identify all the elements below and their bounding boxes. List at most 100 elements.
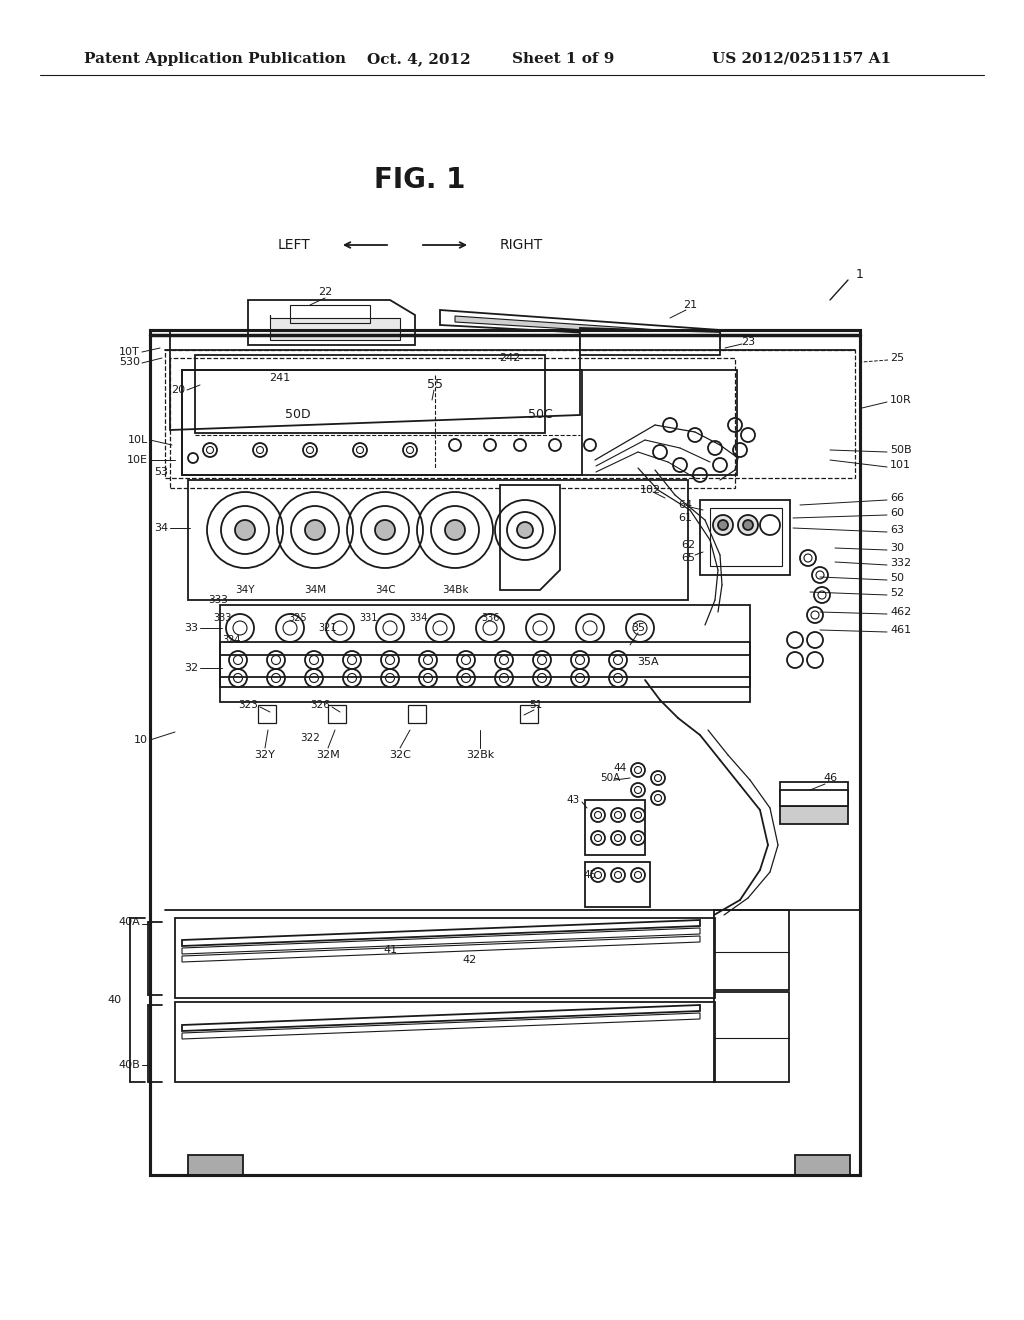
Text: 30: 30	[890, 543, 904, 553]
Text: 35A: 35A	[637, 657, 658, 667]
Text: 60: 60	[890, 508, 904, 517]
Text: 334: 334	[409, 612, 427, 623]
Text: 65: 65	[681, 553, 695, 564]
Text: 10: 10	[134, 735, 148, 744]
Text: 20: 20	[171, 385, 185, 395]
Text: 34M: 34M	[304, 585, 326, 595]
Text: 34Bk: 34Bk	[441, 585, 468, 595]
Text: Oct. 4, 2012: Oct. 4, 2012	[367, 51, 470, 66]
Text: 40A: 40A	[118, 917, 140, 927]
Polygon shape	[248, 300, 415, 345]
Text: 461: 461	[890, 624, 911, 635]
Text: 41: 41	[383, 945, 397, 954]
Text: 22: 22	[317, 286, 332, 297]
Text: US 2012/0251157 A1: US 2012/0251157 A1	[712, 51, 891, 66]
Text: 241: 241	[269, 374, 291, 383]
Text: 242: 242	[500, 352, 520, 363]
Bar	[195, 355, 545, 433]
Circle shape	[713, 515, 733, 535]
Text: 32M: 32M	[316, 750, 340, 760]
Text: FIG. 1: FIG. 1	[375, 166, 466, 194]
Polygon shape	[580, 327, 720, 355]
Text: 34C: 34C	[375, 585, 395, 595]
Text: 530: 530	[119, 356, 140, 367]
Bar	[780, 781, 848, 804]
Text: 32Bk: 32Bk	[466, 750, 495, 760]
Text: 101: 101	[890, 459, 911, 470]
Text: 50B: 50B	[890, 445, 911, 455]
Text: 43: 43	[566, 795, 580, 805]
Polygon shape	[182, 920, 700, 946]
Text: 50A: 50A	[600, 774, 621, 783]
Polygon shape	[440, 310, 720, 341]
Text: 50: 50	[890, 573, 904, 583]
Text: LEFT: LEFT	[278, 238, 310, 252]
Circle shape	[305, 520, 325, 540]
Bar	[258, 705, 276, 723]
Bar	[710, 508, 782, 566]
Bar	[220, 642, 750, 702]
Text: RIGHT: RIGHT	[500, 238, 544, 252]
Circle shape	[738, 515, 758, 535]
Bar	[700, 500, 790, 576]
Text: 40B: 40B	[118, 1060, 140, 1071]
Polygon shape	[182, 936, 700, 962]
Circle shape	[718, 520, 728, 531]
Bar	[585, 800, 645, 855]
Circle shape	[234, 520, 255, 540]
Text: 32: 32	[184, 663, 198, 673]
Text: 46: 46	[823, 774, 837, 783]
Polygon shape	[182, 1012, 700, 1039]
Text: 66: 66	[890, 492, 904, 503]
Text: 50C: 50C	[527, 408, 552, 421]
Bar	[408, 705, 426, 723]
Bar	[795, 1155, 850, 1175]
Circle shape	[517, 521, 534, 539]
Bar	[175, 917, 715, 998]
Text: 322: 322	[300, 733, 319, 743]
Text: 323: 323	[239, 700, 258, 710]
Bar	[188, 1155, 243, 1175]
Bar	[188, 480, 688, 601]
Text: 40: 40	[108, 995, 122, 1005]
Text: 21: 21	[683, 300, 697, 310]
Circle shape	[445, 520, 465, 540]
Polygon shape	[455, 315, 718, 338]
Text: 10L: 10L	[128, 436, 148, 445]
Bar	[585, 862, 650, 907]
Bar	[714, 993, 790, 1082]
Text: 45: 45	[584, 870, 597, 880]
Text: 32C: 32C	[389, 750, 411, 760]
Text: 34Y: 34Y	[236, 585, 255, 595]
Text: 462: 462	[890, 607, 911, 616]
Bar	[150, 330, 860, 1175]
Text: Sheet 1 of 9: Sheet 1 of 9	[512, 51, 614, 66]
Polygon shape	[182, 1005, 700, 1031]
Polygon shape	[170, 330, 580, 430]
Text: 325: 325	[289, 612, 307, 623]
Bar	[182, 370, 582, 475]
Bar	[328, 705, 346, 723]
Text: 25: 25	[890, 352, 904, 363]
Text: 35: 35	[631, 623, 645, 634]
Text: 62: 62	[681, 540, 695, 550]
Text: 10E: 10E	[127, 455, 148, 465]
Text: 32Y: 32Y	[255, 750, 275, 760]
Text: 50D: 50D	[286, 408, 311, 421]
Text: 333: 333	[213, 612, 231, 623]
Bar	[220, 655, 750, 686]
Text: 64: 64	[678, 500, 692, 510]
Bar	[714, 909, 790, 990]
Text: 321: 321	[318, 623, 337, 634]
Bar	[780, 807, 848, 824]
Text: 336: 336	[481, 612, 499, 623]
Bar	[175, 1002, 715, 1082]
Text: 55: 55	[427, 379, 443, 392]
Text: 53: 53	[154, 467, 168, 477]
Bar	[220, 605, 750, 677]
Text: Patent Application Publication: Patent Application Publication	[84, 51, 346, 66]
Text: 332: 332	[890, 558, 911, 568]
Polygon shape	[182, 928, 700, 954]
Circle shape	[743, 520, 753, 531]
Bar	[520, 705, 538, 723]
